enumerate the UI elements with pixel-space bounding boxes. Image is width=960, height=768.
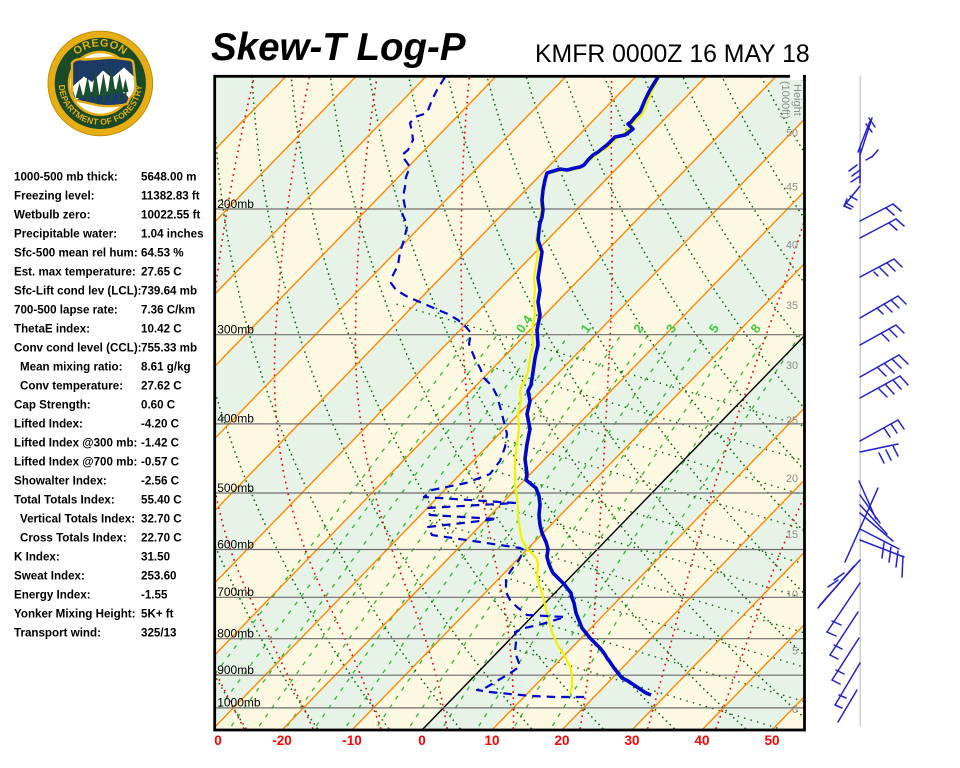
svg-text:Sfc-500 mean rel hum:: Sfc-500 mean rel hum:	[14, 247, 138, 260]
svg-text:5: 5	[792, 646, 798, 658]
svg-text:900mb: 900mb	[217, 663, 254, 677]
svg-text:Lifted Index @700 mb:: Lifted Index @700 mb:	[14, 456, 137, 469]
svg-text:Lifted Index:: Lifted Index:	[14, 418, 83, 431]
svg-text:20: 20	[554, 733, 569, 748]
svg-text:8.61 g/kg: 8.61 g/kg	[141, 361, 191, 374]
svg-text:-0.57 C: -0.57 C	[141, 456, 180, 469]
svg-text:Lifted Index @300 mb:: Lifted Index @300 mb:	[14, 437, 137, 450]
svg-text:35: 35	[786, 300, 798, 312]
svg-text:Mean mixing ratio:: Mean mixing ratio:	[20, 361, 122, 374]
svg-text:ThetaE index:: ThetaE index:	[14, 323, 90, 336]
svg-text:Cap Strength:: Cap Strength:	[14, 399, 91, 412]
svg-text:Sfc-Lift cond lev (LCL):: Sfc-Lift cond lev (LCL):	[14, 285, 142, 298]
svg-text:Vertical Totals Index:: Vertical Totals Index:	[20, 513, 135, 526]
svg-text:30: 30	[624, 733, 639, 748]
svg-text:Precipitable water:: Precipitable water:	[14, 228, 117, 241]
svg-text:64.53 %: 64.53 %	[141, 247, 184, 260]
svg-text:15: 15	[786, 529, 798, 541]
svg-text:10.42 C: 10.42 C	[141, 323, 182, 336]
svg-text:1.04 inches: 1.04 inches	[141, 228, 204, 241]
svg-text:-30: -30	[202, 733, 222, 748]
svg-text:22.70 C: 22.70 C	[141, 532, 182, 545]
svg-text:700mb: 700mb	[217, 585, 254, 599]
svg-text:27.62 C: 27.62 C	[141, 380, 182, 393]
svg-text:50: 50	[764, 733, 779, 748]
svg-text:Est. max temperature:: Est. max temperature:	[14, 266, 136, 279]
svg-text:253.60: 253.60	[141, 570, 176, 583]
svg-text:40: 40	[786, 239, 798, 251]
svg-text:Conv temperature:: Conv temperature:	[20, 380, 123, 393]
svg-text:10: 10	[484, 733, 499, 748]
svg-text:Skew-T Log-P: Skew-T Log-P	[211, 26, 466, 69]
svg-text:Sweat Index:: Sweat Index:	[14, 570, 85, 583]
svg-text:1000mb: 1000mb	[217, 696, 261, 710]
svg-text:25: 25	[786, 415, 798, 427]
svg-text:600mb: 600mb	[217, 537, 254, 551]
svg-text:-1.42 C: -1.42 C	[141, 437, 180, 450]
svg-text:11382.83 ft: 11382.83 ft	[141, 190, 200, 203]
svg-text:5K+ ft: 5K+ ft	[141, 608, 174, 621]
svg-text:Wetbulb zero:: Wetbulb zero:	[14, 209, 90, 222]
svg-text:200mb: 200mb	[217, 197, 254, 211]
svg-text:40: 40	[694, 733, 709, 748]
svg-text:Yonker Mixing Height:: Yonker Mixing Height:	[14, 608, 136, 621]
svg-text:Freezing level:: Freezing level:	[14, 190, 95, 203]
svg-text:Total Totals Index:: Total Totals Index:	[14, 494, 115, 507]
svg-text:0: 0	[792, 704, 798, 716]
svg-text:5648.00 m: 5648.00 m	[141, 171, 196, 184]
svg-text:Conv cond level (CCL):: Conv cond level (CCL):	[14, 342, 142, 355]
svg-text:-20: -20	[272, 733, 292, 748]
svg-text:10022.55 ft: 10022.55 ft	[141, 209, 200, 222]
svg-text:KMFR 0000Z 16 MAY 18: KMFR 0000Z 16 MAY 18	[535, 41, 810, 68]
svg-text:Cross Totals Index:: Cross Totals Index:	[20, 532, 127, 545]
svg-text:Transport wind:: Transport wind:	[14, 627, 101, 640]
svg-text:1000-500 mb thick:: 1000-500 mb thick:	[14, 171, 118, 184]
svg-text:-2.56 C: -2.56 C	[141, 475, 180, 488]
svg-text:325/13: 325/13	[141, 627, 177, 640]
svg-text:32.70 C: 32.70 C	[141, 513, 182, 526]
svg-text:800mb: 800mb	[217, 627, 254, 641]
svg-text:20: 20	[786, 473, 798, 485]
svg-text:739.64 mb: 739.64 mb	[141, 285, 197, 298]
svg-text:Energy Index:: Energy Index:	[14, 589, 91, 602]
svg-text:-1.55: -1.55	[141, 589, 168, 602]
svg-text:(1000ft): (1000ft)	[779, 81, 791, 119]
svg-text:500mb: 500mb	[217, 481, 254, 495]
svg-text:Height: Height	[791, 84, 803, 116]
svg-text:10: 10	[786, 589, 798, 601]
svg-text:55.40 C: 55.40 C	[141, 494, 182, 507]
svg-text:K Index:: K Index:	[14, 551, 60, 564]
svg-text:45: 45	[786, 182, 798, 194]
svg-text:-4.20 C: -4.20 C	[141, 418, 180, 431]
svg-text:755.33 mb: 755.33 mb	[141, 342, 197, 355]
svg-text:7.36 C/km: 7.36 C/km	[141, 304, 195, 317]
svg-text:Showalter Index:: Showalter Index:	[14, 475, 107, 488]
svg-text:400mb: 400mb	[217, 412, 254, 426]
svg-text:700-500 lapse rate:: 700-500 lapse rate:	[14, 304, 118, 317]
svg-text:300mb: 300mb	[217, 323, 254, 337]
svg-text:0: 0	[418, 733, 426, 748]
svg-text:50: 50	[786, 128, 798, 140]
svg-text:27.65 C: 27.65 C	[141, 266, 182, 279]
svg-text:-10: -10	[342, 733, 362, 748]
svg-text:31.50: 31.50	[141, 551, 170, 564]
svg-text:0.60 C: 0.60 C	[141, 399, 176, 412]
svg-text:30: 30	[786, 360, 798, 372]
